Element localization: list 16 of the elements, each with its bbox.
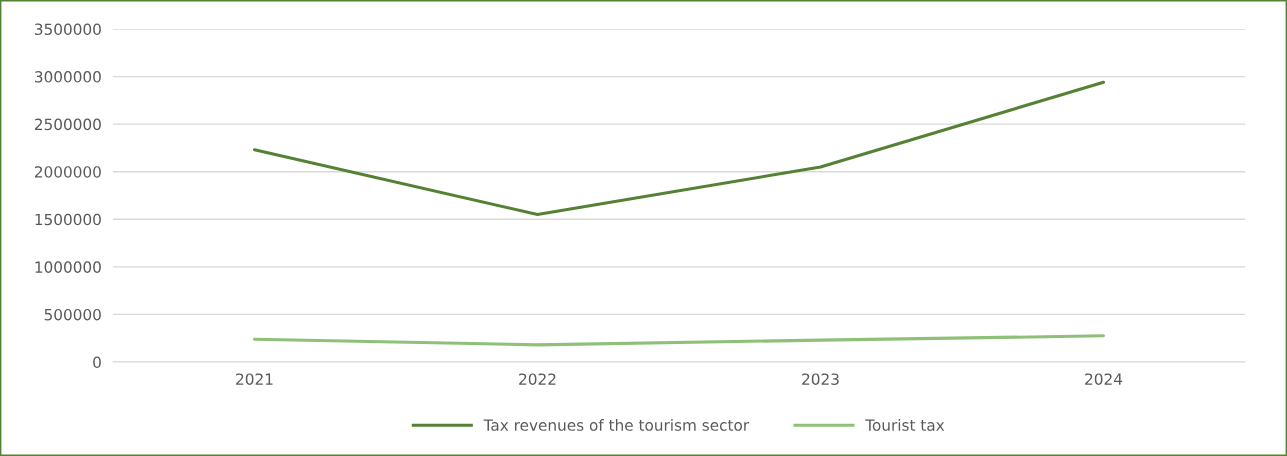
y-tick-label: 2000000: [34, 166, 101, 178]
x-tick-label: 2023: [802, 373, 839, 385]
y-tick-label: 500000: [44, 308, 101, 321]
line-series: [252, 80, 1106, 217]
y-tick-label: 1000000: [35, 261, 101, 273]
y-tick-label: 3500000: [35, 23, 101, 36]
legend-label: Tax revenues of the tourism sector: [483, 419, 750, 431]
x-tick-label: 2021: [236, 373, 273, 385]
x-tick-label: 2022: [519, 373, 556, 385]
x-tick-label: 2024: [1085, 373, 1123, 385]
y-tick-label: 0: [93, 356, 101, 369]
legend-label: Tourist tax: [865, 419, 945, 431]
line-series: [252, 334, 1106, 347]
y-tick-label: 3000000: [35, 71, 101, 83]
y-tick-label: 1500000: [35, 213, 101, 226]
y-tick-label: 2500000: [34, 118, 101, 131]
